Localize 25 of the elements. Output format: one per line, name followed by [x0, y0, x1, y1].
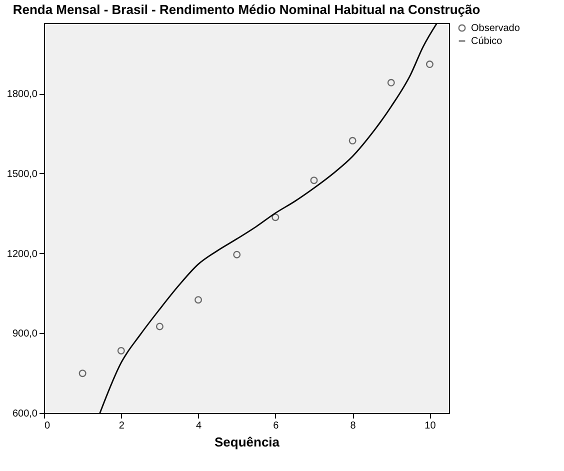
- legend-label: Cúbico: [471, 36, 503, 47]
- point: [272, 214, 280, 222]
- point: [194, 296, 202, 304]
- point: [233, 250, 241, 258]
- point: [117, 346, 125, 354]
- chart-title: Renda Mensal - Brasil - Rendimento Médio Nominal Habitual na Construção: [12, 2, 480, 17]
- legend-label: Observado: [471, 23, 520, 34]
- point: [310, 176, 318, 184]
- x-tick-label: 6: [273, 420, 280, 432]
- y-tick-label: 1800,0: [6, 89, 38, 100]
- point: [426, 60, 434, 68]
- y-tick-label: 1500,0: [6, 168, 38, 180]
- point: [348, 136, 356, 144]
- x-tick-label: 0: [44, 420, 50, 432]
- x-tick-label: 8: [350, 420, 356, 432]
- point: [78, 370, 86, 378]
- y-tick-label: 600,0: [12, 408, 38, 420]
- x-axis-title: Sequência: [214, 434, 280, 450]
- point: [156, 322, 164, 330]
- y-tick-label: 900,0: [12, 328, 38, 340]
- x-tick-label: 2: [118, 420, 125, 432]
- x-tick-label: 10: [424, 420, 436, 432]
- y-tick-label: 1200,0: [6, 248, 38, 260]
- point: [387, 78, 395, 86]
- x-tick-label: 4: [196, 420, 202, 432]
